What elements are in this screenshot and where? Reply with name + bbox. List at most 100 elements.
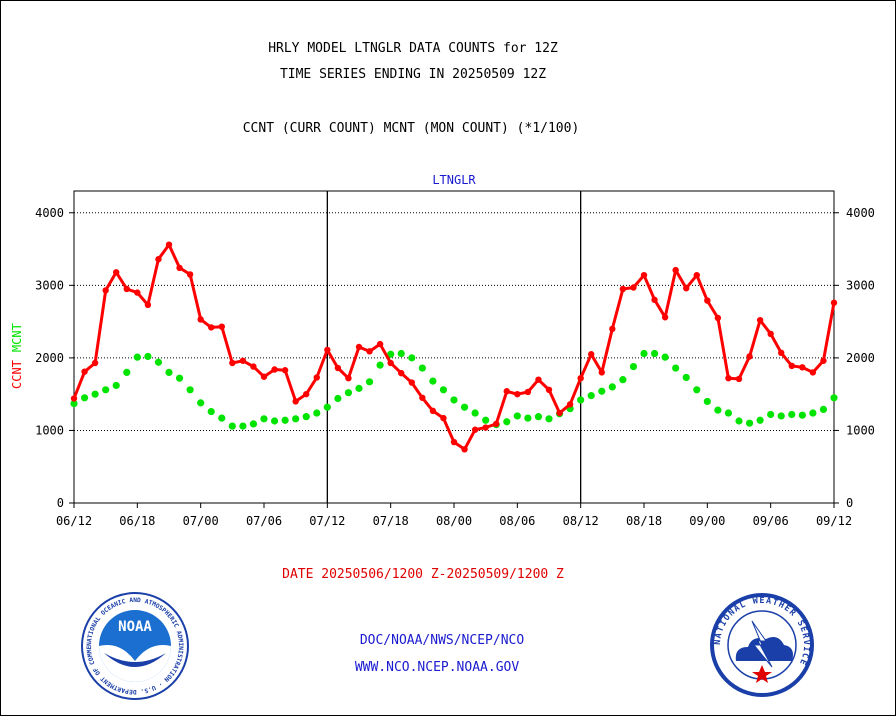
x-tick-label: 08/12 <box>563 514 599 528</box>
ccnt-point-66 <box>767 330 774 338</box>
mcnt-point-43 <box>524 414 532 422</box>
nws-logo: NATIONAL WEATHER SERVICE <box>710 593 814 697</box>
ccnt-point-42 <box>514 390 521 398</box>
mcnt-point-14 <box>218 414 226 422</box>
ccnt-point-4 <box>113 269 120 276</box>
ccnt-point-48 <box>577 375 584 382</box>
mcnt-point-2 <box>91 390 99 398</box>
mcnt-point-57 <box>672 364 680 372</box>
y-axis-label-mcnt: MCNT <box>10 323 24 352</box>
ccnt-point-24 <box>324 346 331 354</box>
y-tick-label-right: 0 <box>846 496 853 510</box>
ccnt-point-39 <box>482 424 489 431</box>
mcnt-point-13 <box>207 407 215 416</box>
ccnt-point-34 <box>429 407 437 415</box>
mcnt-point-9 <box>165 368 173 376</box>
ccnt-point-18 <box>260 373 268 380</box>
mcnt-point-66 <box>767 410 775 419</box>
y-tick-label-right: 2000 <box>846 351 875 365</box>
x-tick-label: 09/06 <box>753 514 789 528</box>
mcnt-point-62 <box>724 409 733 417</box>
mcnt-point-3 <box>102 386 110 394</box>
mcnt-point-60 <box>703 397 711 406</box>
mcnt-point-21 <box>292 415 300 423</box>
mcnt-point-45 <box>545 415 553 423</box>
mcnt-point-4 <box>112 381 120 390</box>
mcnt-point-48 <box>577 396 585 404</box>
x-tick-label: 07/12 <box>309 514 345 528</box>
ccnt-point-71 <box>820 357 827 364</box>
ccnt-point-16 <box>239 357 247 364</box>
ccnt-point-20 <box>281 367 289 374</box>
mcnt-point-63 <box>735 417 743 425</box>
mcnt-point-37 <box>460 403 469 411</box>
mcnt-point-67 <box>777 412 785 420</box>
chart-title: LTNGLR <box>432 173 476 187</box>
ccnt-point-22 <box>303 390 310 398</box>
y-tick-label-right: 1000 <box>846 423 875 437</box>
mcnt-point-16 <box>239 422 247 430</box>
ccnt-point-27 <box>355 343 363 351</box>
y-tick-label-left: 0 <box>57 496 64 510</box>
ccnt-point-28 <box>366 348 373 355</box>
ccnt-point-69 <box>799 364 806 371</box>
mcnt-point-51 <box>608 383 616 391</box>
mcnt-point-33 <box>418 364 426 372</box>
ccnt-point-49 <box>588 351 595 358</box>
ccnt-point-67 <box>778 349 785 357</box>
mcnt-point-61 <box>714 406 722 414</box>
ccnt-point-52 <box>619 285 627 293</box>
y-tick-label-right: 3000 <box>846 278 875 292</box>
mcnt-point-41 <box>503 418 511 426</box>
y-tick-label-right: 4000 <box>846 206 875 220</box>
x-tick-label: 08/18 <box>626 514 662 528</box>
noaa-logo: NATIONAL OCEANIC AND ATMOSPHERIC ADMINIS… <box>80 591 189 700</box>
x-tick-label: 06/12 <box>56 514 92 528</box>
ccnt-point-47 <box>566 401 574 408</box>
mcnt-point-56 <box>661 353 669 361</box>
ccnt-point-46 <box>556 409 563 417</box>
mcnt-point-68 <box>788 410 796 419</box>
mcnt-point-71 <box>819 405 828 413</box>
ccnt-point-12 <box>197 316 204 323</box>
ccnt-point-63 <box>735 375 743 383</box>
y-tick-label-left: 1000 <box>35 423 64 437</box>
ccnt-point-60 <box>704 297 711 304</box>
mcnt-point-54 <box>640 349 648 358</box>
mcnt-point-29 <box>376 361 384 369</box>
ccnt-point-10 <box>176 264 183 272</box>
ccnt-point-57 <box>672 266 679 274</box>
mcnt-point-19 <box>270 417 279 425</box>
ccnt-point-56 <box>661 314 669 321</box>
ccnt-point-36 <box>450 438 458 446</box>
ccnt-point-2 <box>91 359 99 367</box>
mcnt-point-17 <box>249 420 258 428</box>
ccnt-point-8 <box>155 256 162 263</box>
x-tick-label: 08/00 <box>436 514 472 528</box>
ccnt-point-6 <box>134 289 141 296</box>
ccnt-point-17 <box>250 363 257 370</box>
ccnt-point-40 <box>493 420 500 428</box>
mcnt-point-53 <box>629 362 638 371</box>
ccnt-point-54 <box>640 271 648 279</box>
ccnt-point-58 <box>683 285 690 292</box>
x-tick-label: 09/00 <box>689 514 725 528</box>
mcnt-point-15 <box>228 422 236 430</box>
ccnt-point-30 <box>387 359 394 367</box>
ccnt-point-0 <box>70 395 78 402</box>
ccnt-point-37 <box>461 446 468 453</box>
y-tick-label-left: 2000 <box>35 351 64 365</box>
mcnt-point-30 <box>387 350 395 358</box>
ccnt-point-70 <box>809 369 817 376</box>
mcnt-point-27 <box>355 384 363 392</box>
ccnt-point-21 <box>292 398 299 405</box>
mcnt-point-70 <box>809 409 817 417</box>
mcnt-point-24 <box>323 403 331 411</box>
ccnt-point-13 <box>208 324 215 331</box>
ccnt-point-23 <box>313 374 320 381</box>
ccnt-point-7 <box>144 301 152 309</box>
x-tick-label: 07/18 <box>373 514 409 528</box>
mcnt-point-64 <box>745 419 754 427</box>
mcnt-point-12 <box>197 399 205 407</box>
